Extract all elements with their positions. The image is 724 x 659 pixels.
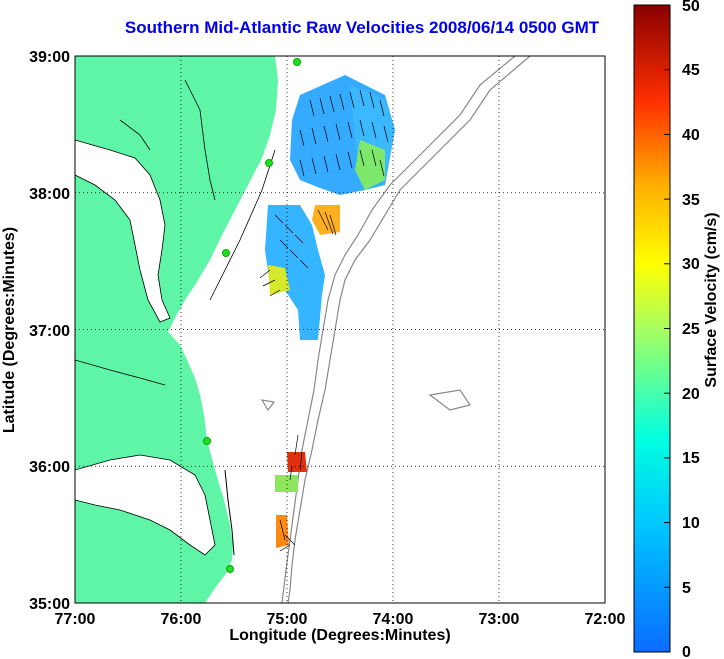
velocity-patches: [265, 75, 395, 548]
y-tick: 36:00: [29, 459, 70, 476]
map-grid: [75, 56, 605, 603]
colorbar-tick: 5: [682, 580, 691, 597]
colorbar-tick: 25: [682, 321, 700, 338]
colorbar-tick: 0: [682, 644, 691, 659]
colorbar-tick: 35: [682, 192, 700, 209]
x-tick: 75:00: [267, 611, 308, 628]
x-tick: 72:00: [585, 611, 626, 628]
station-markers: [203, 58, 301, 573]
bathymetry-contours: [260, 56, 531, 603]
map-area: [75, 56, 605, 603]
colorbar-tick: 40: [682, 127, 700, 144]
y-axis-label: Latitude (Degrees:Minutes): [1, 227, 18, 433]
y-tick: 35:00: [29, 596, 70, 613]
colorbar-tick: 10: [682, 515, 700, 532]
map-title: Southern Mid-Atlantic Raw Velocities 200…: [124, 18, 600, 37]
x-tick: 74:00: [373, 611, 414, 628]
y-tick: 39:00: [29, 49, 70, 66]
colorbar-tick: 20: [682, 386, 700, 403]
x-tick: 73:00: [479, 611, 520, 628]
colorbar-label: Surface Velocity (cm/s): [703, 212, 720, 387]
x-tick: 77:00: [55, 611, 96, 628]
y-tick: 37:00: [29, 323, 70, 340]
x-tick: 76:00: [161, 611, 202, 628]
plot-frame: [74, 55, 606, 604]
colorbar-tick: 45: [682, 62, 700, 79]
y-tick: 38:00: [29, 186, 70, 203]
colorbar-tick: 50: [682, 0, 700, 15]
colorbar-tick: 15: [682, 450, 700, 467]
x-axis-label: Longitude (Degrees:Minutes): [229, 627, 450, 644]
pamlico-sound: [75, 454, 216, 556]
colorbar-ticks: [664, 4, 670, 653]
velocity-vectors: [259, 89, 389, 552]
colorbar-tick: 30: [682, 256, 700, 273]
chesapeake-bay: [75, 139, 171, 323]
